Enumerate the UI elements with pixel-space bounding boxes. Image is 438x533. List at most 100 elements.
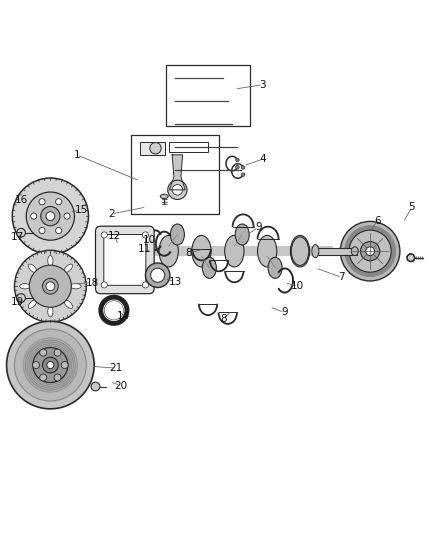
Circle shape (64, 213, 70, 219)
Circle shape (42, 357, 58, 373)
Ellipse shape (64, 300, 72, 308)
Text: 14: 14 (117, 311, 130, 320)
Bar (140, 142, 165, 155)
Circle shape (46, 282, 55, 290)
Circle shape (142, 282, 148, 288)
Circle shape (61, 361, 68, 368)
Circle shape (168, 180, 187, 199)
Circle shape (12, 178, 88, 254)
Circle shape (150, 142, 161, 154)
Text: 18: 18 (85, 278, 99, 288)
Circle shape (360, 241, 380, 261)
Circle shape (56, 228, 62, 233)
Circle shape (345, 226, 396, 277)
Circle shape (101, 232, 107, 238)
Circle shape (23, 338, 78, 392)
Circle shape (17, 229, 25, 237)
Circle shape (7, 321, 94, 409)
Text: 19: 19 (11, 297, 24, 308)
Circle shape (31, 213, 37, 219)
Ellipse shape (64, 264, 72, 272)
Ellipse shape (202, 257, 216, 278)
Text: 16: 16 (15, 195, 28, 205)
Ellipse shape (235, 224, 249, 245)
Bar (151, 246, 333, 256)
Circle shape (241, 173, 245, 176)
Circle shape (29, 265, 71, 307)
Bar (134, 248, 151, 254)
Ellipse shape (28, 264, 36, 272)
Ellipse shape (20, 284, 30, 289)
Text: 9: 9 (255, 222, 262, 232)
Circle shape (42, 278, 58, 294)
Circle shape (349, 230, 391, 272)
Circle shape (366, 247, 374, 255)
Text: 17: 17 (11, 232, 24, 242)
Text: 11: 11 (138, 244, 151, 254)
Circle shape (14, 329, 86, 401)
Ellipse shape (290, 236, 310, 267)
Text: 2: 2 (108, 209, 115, 219)
Text: 7: 7 (338, 272, 345, 282)
Circle shape (340, 221, 400, 281)
Ellipse shape (170, 224, 184, 245)
Circle shape (39, 228, 45, 233)
Circle shape (142, 232, 148, 238)
Circle shape (236, 165, 239, 169)
Circle shape (54, 374, 61, 381)
Text: 4: 4 (259, 154, 266, 164)
Circle shape (41, 206, 60, 226)
Circle shape (145, 263, 170, 287)
Ellipse shape (192, 236, 211, 267)
Circle shape (101, 282, 107, 288)
Circle shape (241, 166, 245, 169)
Ellipse shape (291, 237, 309, 265)
Text: 13: 13 (169, 277, 182, 287)
Text: 3: 3 (259, 80, 266, 90)
Circle shape (236, 158, 239, 161)
Text: 10: 10 (142, 235, 155, 245)
Text: 9: 9 (281, 308, 288, 318)
Circle shape (172, 184, 183, 195)
Text: 6: 6 (374, 215, 381, 225)
Ellipse shape (48, 306, 53, 317)
Text: 21: 21 (110, 363, 123, 373)
Ellipse shape (225, 236, 244, 267)
Polygon shape (170, 155, 185, 190)
Circle shape (39, 199, 45, 205)
Circle shape (14, 251, 86, 322)
Circle shape (40, 349, 47, 356)
FancyBboxPatch shape (104, 235, 146, 285)
FancyBboxPatch shape (95, 226, 154, 294)
Bar (315, 248, 357, 255)
Text: 8: 8 (220, 314, 227, 324)
Ellipse shape (159, 236, 178, 267)
Ellipse shape (258, 236, 277, 267)
Circle shape (56, 199, 62, 205)
Circle shape (91, 382, 100, 391)
Circle shape (33, 348, 68, 383)
Ellipse shape (48, 255, 53, 266)
Circle shape (26, 192, 74, 240)
Text: 1: 1 (73, 150, 80, 160)
Text: 10: 10 (291, 281, 304, 291)
Circle shape (407, 254, 415, 262)
Text: 8: 8 (185, 248, 192, 259)
Text: 12: 12 (108, 231, 121, 241)
Ellipse shape (28, 300, 36, 308)
Circle shape (46, 212, 55, 221)
Ellipse shape (160, 194, 168, 199)
Ellipse shape (312, 245, 319, 258)
Ellipse shape (71, 284, 81, 289)
Circle shape (17, 294, 25, 302)
Text: 20: 20 (114, 381, 127, 391)
Circle shape (151, 268, 165, 282)
Text: 15: 15 (74, 205, 88, 215)
Ellipse shape (351, 247, 358, 255)
Circle shape (32, 361, 39, 368)
Circle shape (40, 374, 47, 381)
Circle shape (54, 349, 61, 356)
Circle shape (47, 361, 54, 368)
Bar (169, 142, 208, 152)
Text: 5: 5 (408, 203, 415, 212)
